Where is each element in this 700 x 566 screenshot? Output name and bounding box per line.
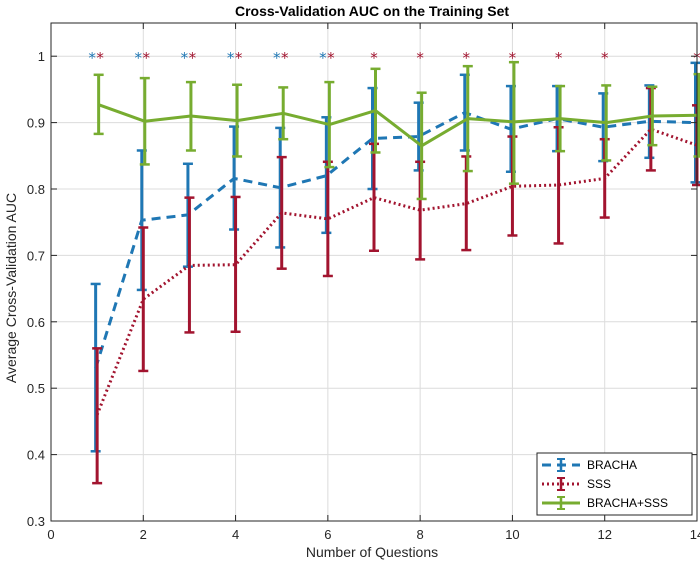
significance-star: * [273,49,281,67]
x-axis-title: Number of Questions [306,544,438,560]
significance-star: * [143,49,151,67]
y-tick-label: 0.8 [27,182,45,197]
chart-title: Cross-Validation AUC on the Training Set [235,3,509,19]
legend: BRACHA SSS BRACHA+SSS [536,452,693,516]
y-tick-label: 1 [38,49,45,64]
significance-star: * [235,49,243,67]
axes-frame [50,22,698,522]
x-tick-label: 14 [690,527,700,542]
series-bracha-sss [93,60,700,201]
significance-star: * [601,49,609,67]
y-tick-label: 0.6 [27,315,45,330]
series-layer [90,60,700,485]
x-tick-label: 6 [324,527,331,542]
series-line-bracha [94,111,696,369]
y-tick-label: 0.7 [27,248,45,263]
significance-star: * [416,49,424,67]
significance-star: * [135,49,143,67]
x-tick-label: 2 [140,527,147,542]
significance-star: * [509,49,517,67]
axis-ticks: 0 2 4 6 8 10 12 14 0.3 0.4 0.5 0.6 0.7 0.8 0.9 1 [27,23,700,542]
y-tick-label: 0.4 [27,448,45,463]
legend-label-bracha-sss: BRACHA+SSS [587,496,668,510]
x-tick-label: 8 [417,527,424,542]
series-line-bracha-sss [98,103,699,148]
significance-star: * [281,49,289,67]
x-tick-label: 4 [232,527,239,542]
significance-star: * [96,49,104,67]
legend-label-sss: SSS [587,477,611,491]
y-tick-label: 0.3 [27,514,45,529]
significance-star: * [319,49,327,67]
significance-star: * [327,49,335,67]
significance-star: * [463,49,471,67]
significance-star: * [88,49,96,67]
y-axis-title: Average Cross-Validation AUC [3,193,19,383]
y-tick-label: 0.9 [27,116,45,131]
significance-markers: * * * * * * * * * * * * * * * * * * * [88,49,700,67]
significance-star: * [189,49,197,67]
legend-label-bracha: BRACHA [587,458,637,472]
x-tick-label: 12 [597,527,611,542]
y-tick-label: 0.5 [27,381,45,396]
significance-star: * [555,49,563,67]
significance-star: * [227,49,235,67]
significance-star: * [370,49,378,67]
x-tick-label: 0 [47,527,54,542]
significance-star: * [181,49,189,67]
x-tick-label: 10 [505,527,519,542]
